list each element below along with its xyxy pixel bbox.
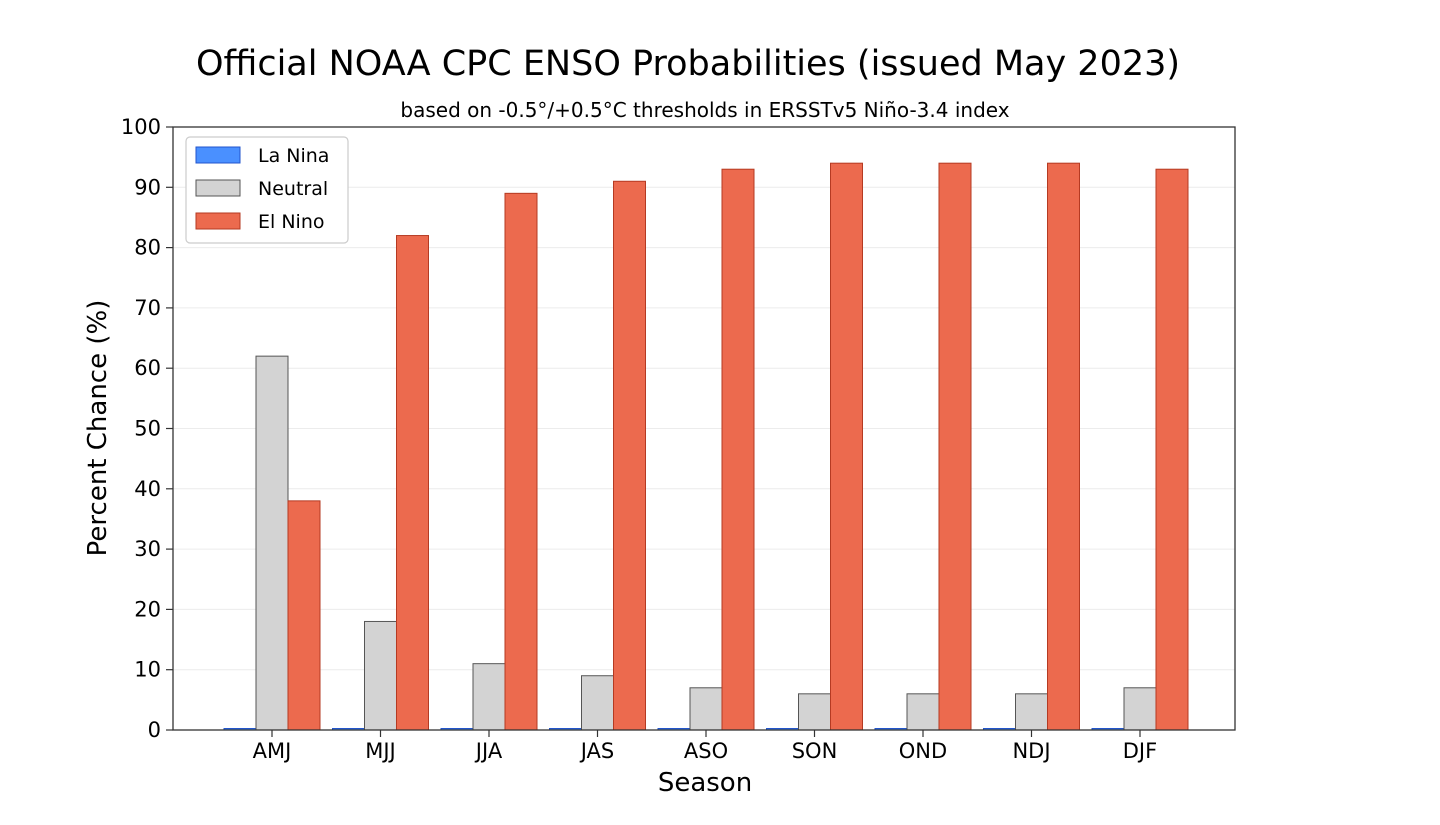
bar-el-nino bbox=[721, 168, 755, 731]
x-axis-ticks: AMJ MJJ JJA JAS ASO SON OND NDJ DJF bbox=[253, 730, 1157, 763]
y-tick-label: 10 bbox=[134, 658, 161, 682]
y-tick-label: 30 bbox=[134, 537, 161, 561]
x-tick-label: ASO bbox=[684, 739, 728, 763]
y-axis-ticks: 0 10 20 30 40 50 60 70 80 90 100 bbox=[121, 115, 173, 742]
x-tick-label: JJA bbox=[474, 739, 503, 763]
x-tick-label: SON bbox=[792, 739, 838, 763]
bar-el-nino bbox=[504, 192, 538, 731]
legend-swatch-la-nina bbox=[195, 146, 241, 164]
y-tick-label: 100 bbox=[121, 115, 161, 139]
y-tick-label: 40 bbox=[134, 477, 161, 501]
chart-subtitle: based on -0.5°/+0.5°C thresholds in ERSS… bbox=[400, 98, 1009, 122]
y-tick-label: 90 bbox=[134, 175, 161, 199]
bar-neutral bbox=[581, 675, 614, 731]
bar-el-nino bbox=[613, 180, 646, 731]
legend-label-neutral: Neutral bbox=[258, 178, 328, 200]
legend-label-el-nino: El Nino bbox=[258, 211, 324, 233]
x-axis-label: Season bbox=[658, 768, 752, 798]
bar-neutral bbox=[255, 355, 289, 731]
bar-neutral bbox=[798, 693, 831, 731]
bar-neutral bbox=[689, 687, 723, 731]
bar-el-nino bbox=[396, 235, 429, 731]
gridlines bbox=[173, 186, 1235, 671]
x-tick-label: DJF bbox=[1123, 739, 1157, 763]
y-tick-label: 60 bbox=[134, 356, 161, 380]
y-tick-label: 50 bbox=[134, 417, 161, 441]
x-tick-label: OND bbox=[899, 739, 947, 763]
y-axis-label: Percent Chance (%) bbox=[83, 300, 113, 557]
bar-neutral bbox=[1015, 693, 1048, 731]
bar-neutral bbox=[364, 620, 397, 731]
y-tick-label: 0 bbox=[148, 718, 161, 742]
x-tick-label: NDJ bbox=[1012, 739, 1050, 763]
bar-neutral bbox=[472, 663, 506, 731]
bar-el-nino bbox=[1047, 162, 1080, 731]
bar-el-nino bbox=[938, 162, 972, 731]
bars bbox=[223, 162, 1189, 731]
x-tick-label: JAS bbox=[579, 739, 615, 763]
x-tick-label: AMJ bbox=[253, 739, 292, 763]
legend-swatch-neutral bbox=[195, 179, 241, 197]
bar-el-nino bbox=[287, 500, 321, 731]
bar-neutral bbox=[906, 693, 940, 731]
legend-label-la-nina: La Nina bbox=[258, 145, 329, 167]
bar-el-nino bbox=[1155, 168, 1189, 731]
legend-swatch-el-nino bbox=[195, 212, 241, 230]
y-tick-label: 80 bbox=[134, 236, 161, 260]
chart-title: Official NOAA CPC ENSO Probabilities (is… bbox=[196, 44, 1180, 84]
x-tick-label: MJJ bbox=[365, 739, 396, 763]
y-tick-label: 20 bbox=[134, 597, 161, 621]
bar-el-nino bbox=[830, 162, 863, 731]
bar-neutral bbox=[1123, 687, 1157, 731]
legend: La Nina Neutral El Nino bbox=[185, 136, 349, 244]
y-tick-label: 70 bbox=[134, 296, 161, 320]
